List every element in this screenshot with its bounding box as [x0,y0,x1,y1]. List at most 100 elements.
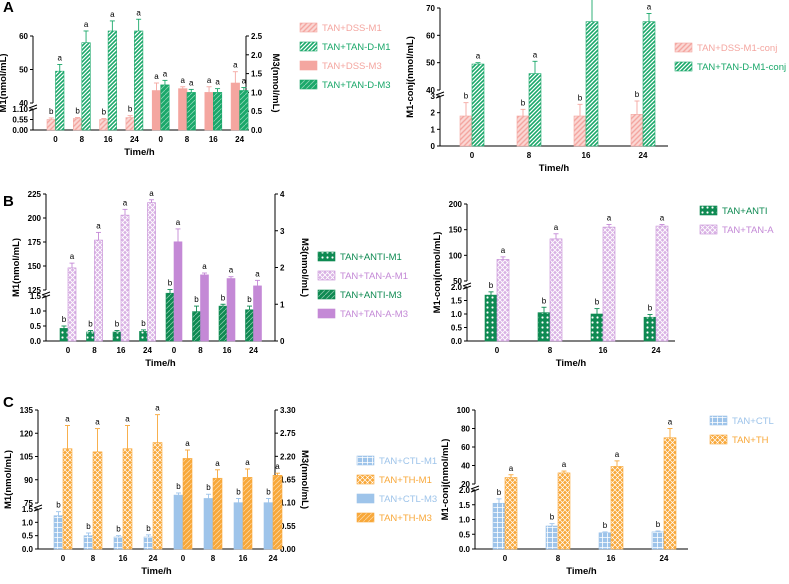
y-right-tick-label: 0.5 [251,107,263,116]
legend-entry: TAN+CTL-M3 [379,494,437,505]
significance-letter: b [247,295,252,304]
bar-tan-dss-m1-conj [459,115,473,147]
legend-entry: TAN+TH-M3 [379,513,432,524]
y-axis-label: M1(nmol/mL) [11,238,22,297]
panel-label-c: C [3,394,14,411]
significance-letter: b [62,315,67,324]
y-axis-right-label: M3(nmol/mL) [270,53,281,112]
y-tick-label: 1.10 [12,105,28,114]
bar-tan-tan-a-m3 [173,241,183,342]
legend-entry: TAN+TH-M1 [379,475,432,486]
significance-letter: b [88,320,93,329]
significance-letter: a [207,76,212,85]
y-right-tick-label: 1 [280,300,285,309]
y-tick-label: 60 [426,31,435,40]
legend-swatch [317,289,336,300]
bar-tan-anti-m1 [59,328,69,342]
legend-entry: TAN+TAN-D-M1-conj [697,62,786,73]
y-right-tick-label: 0.0 [251,126,263,135]
bar-tan-tan-a-m1 [94,239,103,342]
legend-swatch [317,251,336,262]
x-tick-label: 8 [527,151,532,160]
x-tick-label: 16 [599,346,608,355]
y-tick-label: 200 [28,214,42,223]
significance-letter: b [648,304,653,313]
significance-letter: b [49,107,54,116]
y-axis-right-label: M3(nmol/mL) [299,238,310,297]
significance-letter: a [185,439,190,448]
x-tick-label: 0 [61,554,66,563]
bar-tan-dss-m1-conj [573,115,587,147]
bar-tan-th-m1 [62,448,73,550]
significance-letter: b [194,295,199,304]
significance-letter: a [176,218,181,227]
x-tick-label: 0 [158,135,163,144]
significance-letter: b [102,108,107,117]
bar-tan-ctl-m1 [83,535,94,550]
x-tick-label: 8 [198,346,203,355]
y-tick-label: 60 [461,443,470,452]
x-tick-label: 0 [470,151,475,160]
y-right-tick-label: 3 [280,227,285,236]
y-tick-label: 70 [426,4,435,13]
x-tick-label: 16 [582,151,591,160]
y-tick-label: 1.5 [451,297,463,306]
significance-letter: b [595,298,600,307]
bar-tan-tan-d-m1 [107,30,117,131]
significance-letter: a [533,50,538,59]
y-tick-label: 0.00 [12,126,28,135]
x-axis-label: Time/h [141,566,172,577]
bar-tan-dss-m3 [178,88,188,131]
y-tick-label: 50 [426,59,435,68]
significance-letter: a [70,252,75,261]
y-right-tick-label: 1.10 [280,499,296,508]
significance-letter: b [75,107,80,116]
significance-letter: a [501,246,506,255]
y-tick-label: 120 [20,429,34,438]
bar-tan-tan-a-m1 [120,214,130,342]
significance-letter: a [660,214,665,223]
significance-letter: a [123,198,128,207]
y-axis-right-label: M3(nmol/mL) [299,450,310,509]
bar-tan-tan-d-m1 [81,42,91,131]
y-tick-label: 50 [19,66,28,75]
y-tick-label: 40 [426,86,435,95]
bar-tan-tan-d-m1-conj [528,73,542,147]
y-tick-label: 2 [431,109,436,118]
bar-tan-ctl [598,532,612,550]
y-tick-label: 0.55 [12,116,28,125]
significance-letter: a [245,458,250,467]
bar-tan-tan-d-m3 [160,84,170,131]
bar-tan-th [663,437,677,550]
x-tick-label: 24 [130,135,139,144]
significance-letter: a [189,78,194,87]
bar-tan-ctl-m1 [113,536,124,550]
bar-tan-dss-m3 [230,82,240,131]
x-tick-label: 24 [639,151,648,160]
bar-tan-ctl-m3 [203,498,214,550]
significance-letter: b [176,482,181,491]
y-tick-label: 0 [431,142,436,151]
significance-letter: a [615,450,620,459]
significance-letter: a [149,189,154,198]
y-tick-label: 1.0 [459,516,471,525]
bar-tan-dss-m3 [151,90,161,131]
y-tick-label: 0.0 [30,337,42,346]
x-tick-label: 24 [149,554,158,563]
significance-letter: a [255,269,260,278]
bar-tan-dss-m1 [125,117,135,131]
significance-letter: b [221,293,226,302]
bar-tan-tan-d-m3 [186,92,196,131]
bar-tan-anti [590,313,604,342]
y-tick-label: 100 [457,406,471,415]
x-tick-label: 0 [495,346,500,355]
y-right-tick-label: 1.0 [251,88,263,97]
bar-tan-anti [643,316,657,342]
significance-letter: a [242,77,247,86]
y-axis-label: M1-conj(nmol/mL) [405,36,416,118]
x-axis-label: Time/h [539,163,570,174]
significance-letter: b [635,90,640,99]
x-tick-label: 16 [209,135,218,144]
significance-letter: b [521,98,526,107]
